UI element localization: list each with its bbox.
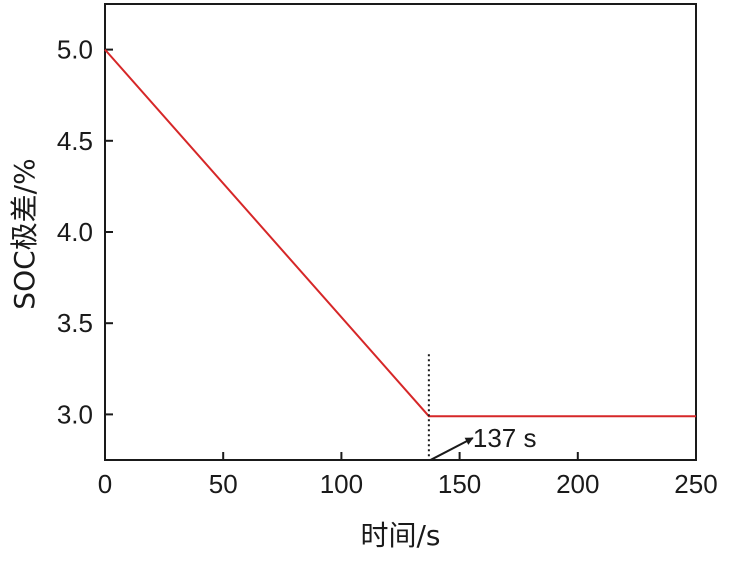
x-tick-label: 200	[556, 469, 599, 499]
series-layer	[104, 48, 696, 418]
plot-area	[104, 3, 697, 461]
x-axis-title: 时间/s	[360, 519, 440, 552]
x-tick-label: 100	[320, 469, 363, 499]
annotation-layer: 137 s	[427, 354, 537, 461]
y-tick-label: 4.0	[57, 217, 93, 247]
y-tick-label: 4.5	[57, 126, 93, 156]
y-axis: 3.0 3.5 4.0 4.5 5.0	[57, 35, 113, 429]
y-tick-label: 3.5	[57, 308, 93, 338]
plot-frame	[104, 3, 697, 461]
y-tick-label: 3.0	[57, 399, 93, 429]
annotation-label: 137 s	[473, 423, 537, 453]
x-tick-label: 250	[674, 469, 717, 499]
annotation-arrow	[430, 437, 474, 461]
x-tick-label: 50	[209, 469, 238, 499]
y-tick-label: 5.0	[57, 35, 93, 65]
x-axis: 0 50 100 150 200 250	[98, 452, 718, 499]
x-tick-label: 150	[438, 469, 481, 499]
series-line	[104, 48, 696, 418]
x-tick-label: 0	[98, 469, 112, 499]
y-axis-title: SOC极差/%	[8, 158, 41, 309]
